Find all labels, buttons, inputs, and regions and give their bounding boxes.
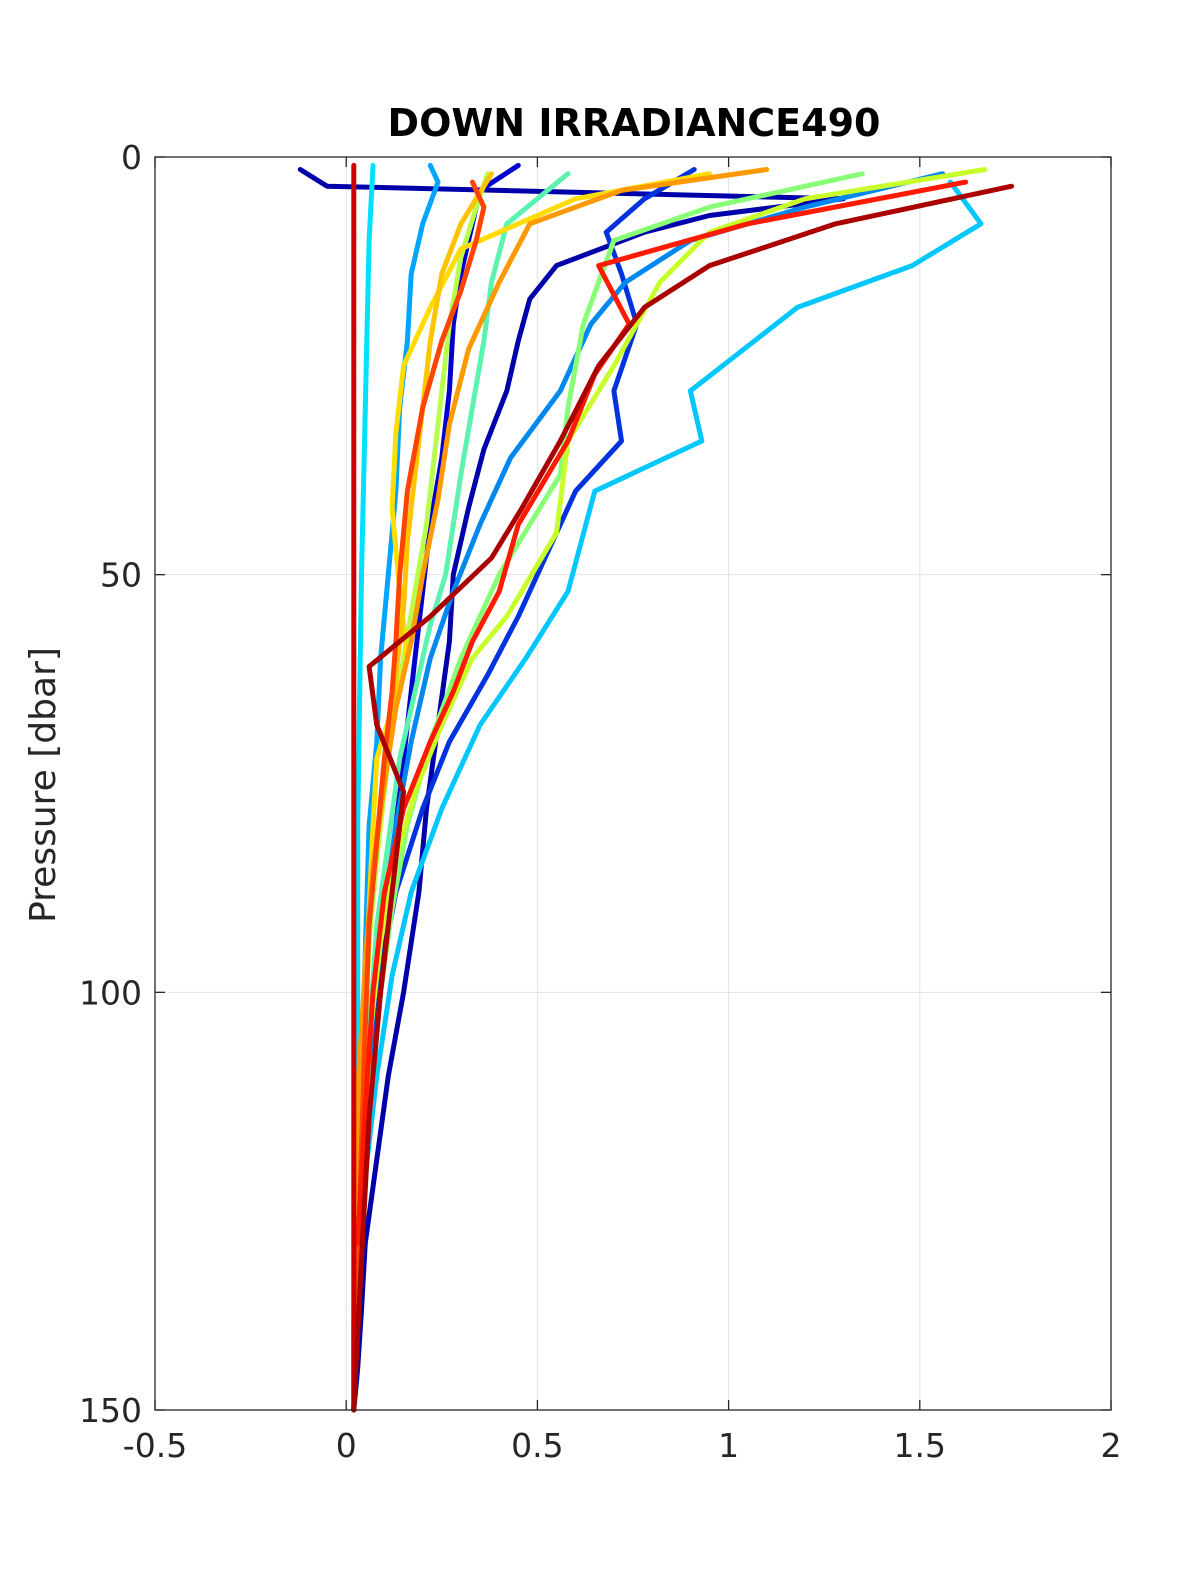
y-tick-label: 150 <box>79 1391 142 1430</box>
grid-lines <box>155 157 1111 1410</box>
y-tick-label: 50 <box>100 556 142 595</box>
x-tick-label: -0.5 <box>123 1426 187 1465</box>
series-line-16 <box>355 179 969 1246</box>
x-tick-labels: -0.5 0 0.5 1 1.5 2 <box>123 1426 1122 1465</box>
y-tick-labels: 0 50 100 150 <box>79 138 142 1430</box>
x-tick-label: 0 <box>336 1426 357 1465</box>
plot-series <box>297 162 1015 1413</box>
y-tick-label: 100 <box>79 973 142 1012</box>
series-line-11 <box>362 167 988 1162</box>
y-tick-label: 0 <box>121 138 142 177</box>
tick-marks <box>154 156 1112 1411</box>
plot-area-frame <box>154 156 1112 1411</box>
x-tick-label: 1 <box>718 1426 739 1465</box>
series-line-18 <box>351 183 1015 1413</box>
x-tick-label: 0.5 <box>511 1426 563 1465</box>
series-line-6 <box>351 179 984 1413</box>
series-line-1 <box>297 167 846 1413</box>
y-axis-label: Pressure [dbar] <box>23 647 64 923</box>
x-tick-label: 1.5 <box>894 1426 946 1465</box>
chart-title: DOWN IRRADIANCE490 <box>388 101 881 145</box>
x-tick-label: 2 <box>1101 1426 1122 1465</box>
